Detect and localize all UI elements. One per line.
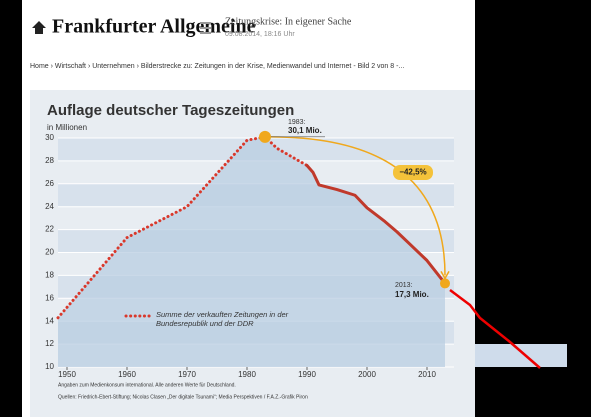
annotation: 1983: — [288, 119, 306, 126]
y-tick-label: 28 — [45, 156, 54, 165]
highlight-point — [440, 278, 450, 289]
data-line — [305, 163, 447, 285]
breadcrumb[interactable]: Home › Wirtschaft › Unternehmen › Bilder… — [30, 63, 404, 70]
y-axis-label: in Millionen — [47, 123, 87, 132]
x-tick-label: 1990 — [298, 370, 316, 379]
chart-title: Auflage deutscher Tageszeitungen — [47, 102, 294, 119]
annotation: −42,5% — [399, 168, 426, 177]
y-tick-label: 30 — [45, 133, 54, 142]
overlay-band — [475, 344, 567, 367]
y-tick-label: 26 — [45, 179, 54, 188]
x-tick-label: 1970 — [178, 370, 196, 379]
y-tick-label: 24 — [45, 202, 54, 211]
footnote: Angaben zum Medienkonsum international. … — [58, 382, 236, 388]
x-tick-label: 1960 — [118, 370, 136, 379]
annotation: 2013: — [395, 282, 413, 289]
legend: Summe der verkauften Zeitungen in der Bu… — [156, 310, 289, 328]
legend-text: Summe der verkauften Zeitungen in der Bu… — [156, 310, 289, 328]
overlay-line — [449, 289, 541, 369]
area — [307, 165, 445, 367]
article-date: 09.08.2014, 18:16 Uhr — [225, 31, 295, 38]
x-tick-label: 2000 — [358, 370, 376, 379]
annotation: 17,3 Mio. — [395, 290, 429, 299]
y-tick-label: 10 — [45, 362, 54, 371]
highlight-point — [259, 130, 271, 143]
area — [58, 136, 307, 367]
y-tick-label: 18 — [45, 271, 54, 280]
article-title: Zeitungskrise: In eigener Sache — [225, 16, 352, 27]
annotation-box — [393, 165, 433, 180]
x-tick-label: 1980 — [238, 370, 256, 379]
x-tick-label: 2010 — [418, 370, 436, 379]
home-icon[interactable] — [32, 21, 46, 34]
y-tick-label: 20 — [45, 248, 54, 257]
y-tick-label: 12 — [45, 339, 54, 348]
menu-icon[interactable] — [200, 22, 211, 34]
sources: Quellen: Friedrich-Ebert-Stiftung; Nicol… — [58, 394, 308, 400]
y-tick-label: 16 — [45, 293, 54, 302]
y-tick-label: 14 — [45, 316, 54, 325]
y-tick-label: 22 — [45, 225, 54, 234]
annotation: 30,1 Mio. — [288, 126, 322, 135]
data-line — [56, 135, 309, 320]
x-tick-label: 1950 — [58, 370, 76, 379]
